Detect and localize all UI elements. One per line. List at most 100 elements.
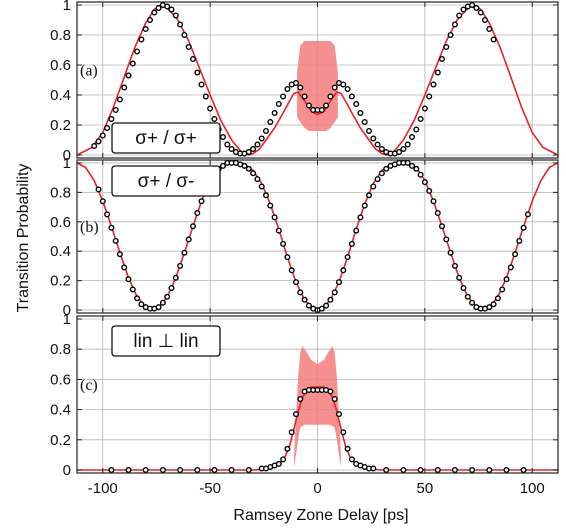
data-point [344, 254, 351, 261]
data-point [374, 176, 381, 183]
data-point [353, 100, 360, 107]
data-point [228, 145, 235, 152]
data-point [112, 237, 119, 244]
y-tick-label: 1 [63, 155, 71, 172]
data-point [185, 236, 192, 243]
data-point [275, 100, 282, 107]
panel-a: 0 0.2 0.4 0.6 0.8 1 (a) σ+ / σ+ [50, 0, 559, 164]
data-point [430, 81, 437, 88]
panel-tag: (a) [80, 62, 98, 79]
data-point [284, 85, 291, 92]
y-tick-label: 0.4 [50, 402, 71, 419]
data-point [473, 4, 480, 11]
data-point [486, 467, 493, 473]
data-point [168, 285, 175, 292]
data-point [327, 388, 334, 395]
data-point [409, 162, 416, 169]
data-point [297, 396, 304, 403]
data-point [512, 251, 519, 258]
data-point [241, 162, 248, 169]
data-point [258, 135, 265, 142]
data-point [490, 301, 497, 308]
data-point [460, 6, 467, 13]
data-point [219, 133, 226, 140]
data-point [155, 4, 162, 11]
data-point [181, 249, 188, 256]
data-point [185, 44, 192, 51]
data-point [297, 84, 304, 91]
data-point [142, 26, 149, 33]
data-point [159, 299, 166, 306]
data-point [155, 304, 162, 311]
polarization-label: σ+ / σ+ [135, 128, 196, 149]
y-tick-label: 0 [63, 147, 71, 164]
data-point [439, 56, 446, 63]
y-tick-label: 1 [63, 311, 71, 328]
data-point [280, 456, 287, 463]
data-point [181, 32, 188, 39]
y-tick-label: 0.6 [50, 57, 71, 74]
data-point [404, 141, 411, 148]
data-point [323, 302, 330, 309]
data-point [275, 460, 282, 467]
data-point [396, 148, 403, 155]
data-point [378, 145, 385, 152]
data-point [327, 296, 334, 303]
data-point [198, 81, 205, 88]
data-point [443, 44, 450, 51]
data-layer [77, 2, 558, 157]
data-point [254, 141, 261, 148]
polarization-label: σ+ / σ- [138, 171, 195, 192]
data-point [451, 467, 458, 473]
data-layer [77, 346, 558, 473]
data-point [228, 467, 235, 473]
data-point [263, 127, 270, 134]
data-point [108, 467, 115, 473]
data-point [421, 105, 428, 112]
data-point [189, 223, 196, 230]
y-tick-label: 0.8 [50, 27, 71, 44]
data-point [400, 467, 407, 473]
polarization-label-box [111, 122, 221, 154]
data-point [305, 102, 312, 109]
y-tick-label: 0 [63, 302, 71, 319]
data-point [95, 138, 102, 145]
data-point [378, 170, 385, 177]
data-point [331, 289, 338, 296]
data-point [451, 21, 458, 28]
data-point [202, 93, 209, 100]
data-point [426, 93, 433, 100]
y-tick-label: 0.6 [50, 371, 71, 388]
data-point [490, 36, 497, 43]
data-point [91, 142, 98, 149]
y-tick-label: 0 [63, 462, 71, 479]
data-point [370, 183, 377, 190]
data-point [344, 445, 351, 452]
data-point [125, 276, 132, 283]
data-point [340, 81, 347, 88]
data-point [348, 93, 355, 100]
x-tick-label: 0 [313, 480, 321, 497]
data-point [108, 224, 115, 231]
data-point [177, 21, 184, 28]
data-point [370, 135, 377, 142]
data-point [443, 236, 450, 243]
data-point [417, 467, 424, 473]
data-point [409, 133, 416, 140]
x-tick-label: 100 [520, 480, 545, 497]
data-point [275, 227, 282, 234]
data-point [112, 106, 119, 113]
data-point [417, 115, 424, 122]
data-point [361, 118, 368, 125]
data-point [383, 165, 390, 172]
data-point [323, 102, 330, 109]
y-tick-label: 0.2 [50, 273, 71, 290]
data-point [159, 467, 166, 473]
data-point [297, 289, 304, 296]
data-point [134, 48, 141, 55]
data-point [194, 467, 201, 473]
data-point [288, 267, 295, 274]
panel-tag: (b) [80, 219, 99, 236]
